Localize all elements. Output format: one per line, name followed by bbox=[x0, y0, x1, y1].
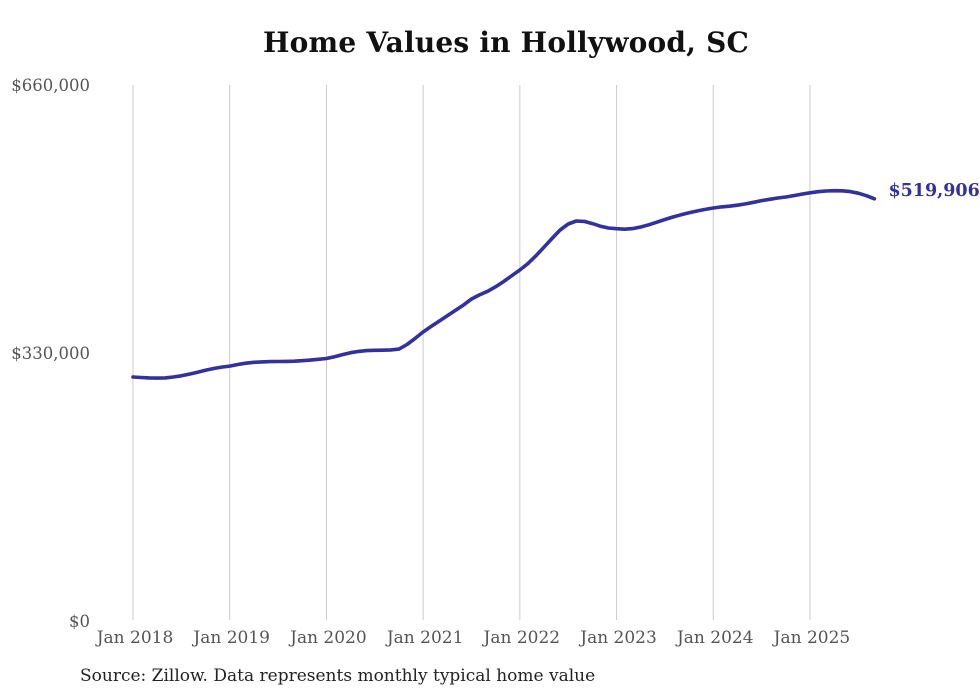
latest-value-label: $519,906 bbox=[888, 181, 979, 201]
x-tick-label: Jan 2021 bbox=[385, 628, 464, 648]
home-value-line-series bbox=[131, 188, 877, 380]
y-tick-label: $0 bbox=[69, 612, 90, 631]
x-tick-label: Jan 2025 bbox=[772, 628, 851, 648]
x-tick-label: Jan 2023 bbox=[578, 628, 657, 648]
x-tick-label: Jan 2019 bbox=[191, 628, 270, 648]
x-tick-label: Jan 2020 bbox=[288, 628, 367, 648]
x-tick-label: Jan 2022 bbox=[482, 628, 561, 648]
chart-title: Home Values in Hollywood, SC bbox=[263, 26, 749, 59]
x-tick-label: Jan 2018 bbox=[95, 628, 174, 648]
y-tick-label: $660,000 bbox=[11, 76, 90, 95]
source-note: Source: Zillow. Data represents monthly … bbox=[80, 666, 596, 686]
y-tick-label: $330,000 bbox=[11, 344, 90, 363]
x-tick-label: Jan 2024 bbox=[675, 628, 754, 648]
